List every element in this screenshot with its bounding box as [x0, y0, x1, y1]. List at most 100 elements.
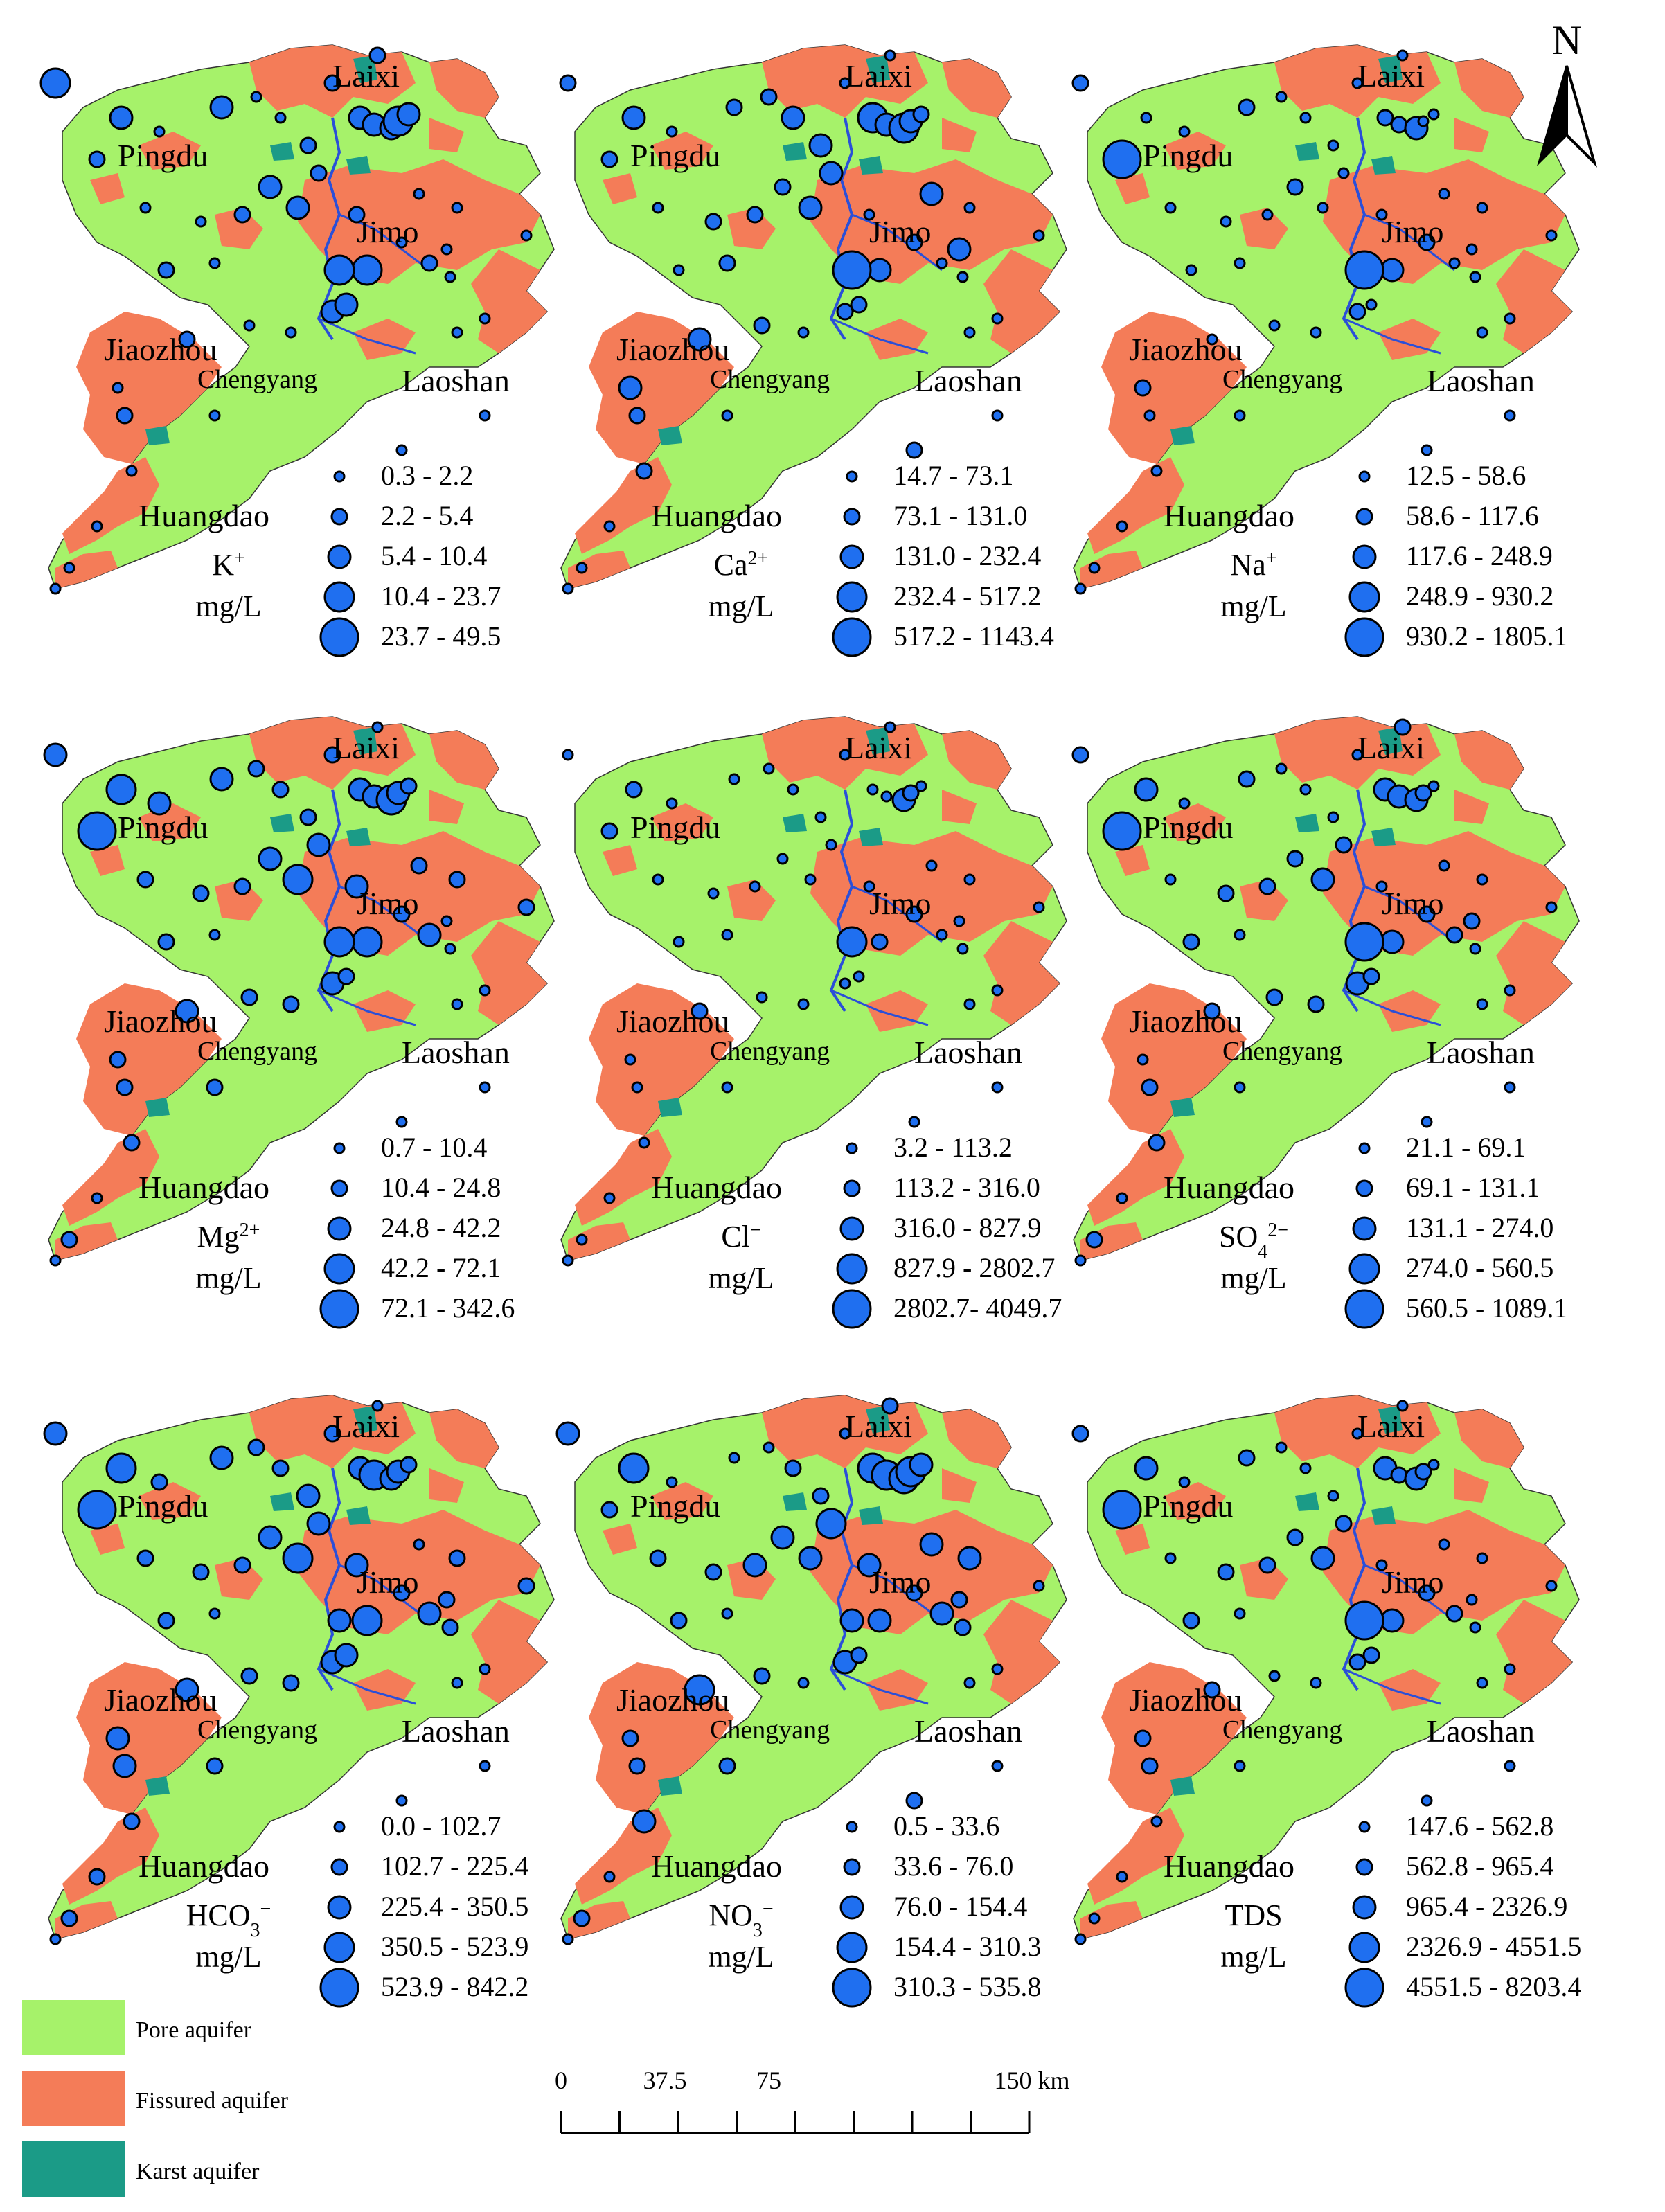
- sample-point: [905, 1584, 923, 1602]
- legend-symbol-class-3: [839, 1895, 864, 1920]
- sample-point: [1445, 1605, 1463, 1623]
- sample-point: [271, 781, 290, 799]
- sample-point: [963, 998, 976, 1010]
- ion-label: Mg2+: [197, 1220, 260, 1254]
- unit-label: mg/L: [708, 589, 774, 623]
- legend-symbol-class-1: [333, 1142, 346, 1154]
- unit-label: mg/L: [1220, 589, 1286, 623]
- sample-point: [963, 1677, 976, 1689]
- sample-point: [440, 915, 453, 927]
- sample-point: [43, 742, 68, 767]
- sample-point: [1390, 116, 1408, 134]
- sample-point: [1418, 905, 1436, 923]
- sample-point: [991, 312, 1004, 325]
- sample-point: [603, 1192, 616, 1204]
- legend-symbol-class-4: [836, 1932, 868, 1963]
- unit-label: mg/L: [195, 1261, 261, 1295]
- sample-point: [1351, 749, 1364, 761]
- ion-label: Cl−: [721, 1220, 760, 1254]
- sample-point: [157, 261, 175, 279]
- sample-point: [1134, 1729, 1152, 1747]
- sample-point: [351, 926, 383, 958]
- sample-point: [625, 781, 643, 799]
- sample-point: [323, 74, 341, 92]
- sample-point: [233, 206, 251, 224]
- sample-point: [1261, 208, 1274, 221]
- sample-point: [136, 1549, 154, 1567]
- sample-point: [1071, 74, 1089, 92]
- ion-label: Na+: [1230, 548, 1276, 582]
- sample-point: [950, 1591, 968, 1609]
- sample-point: [116, 407, 134, 425]
- sample-point: [1275, 1441, 1288, 1454]
- city-label-laixi: Laixi: [845, 730, 912, 765]
- sample-point: [881, 1397, 899, 1415]
- sample-point: [1265, 988, 1283, 1006]
- legend-symbol-class-3: [1352, 1895, 1377, 1920]
- sample-point: [812, 1487, 830, 1505]
- sample-point: [954, 1618, 972, 1636]
- legend-range-1: 14.7 - 73.1: [893, 460, 1013, 491]
- sample-point: [753, 316, 771, 335]
- legend-symbol-class-2: [330, 1858, 348, 1876]
- sample-point: [1071, 746, 1089, 764]
- sample-point: [1140, 112, 1152, 124]
- sample-point: [393, 905, 411, 923]
- legend-symbol-class-1: [846, 1821, 858, 1833]
- city-label-laixi: Laixi: [332, 1409, 400, 1444]
- sample-point: [804, 873, 817, 886]
- sample-point: [624, 1053, 636, 1066]
- sample-point: [1504, 312, 1516, 325]
- legend-symbol-class-4: [836, 1253, 868, 1285]
- sample-point: [282, 995, 300, 1013]
- sample-point: [150, 1473, 168, 1491]
- sample-point: [1421, 444, 1433, 456]
- sample-point: [947, 237, 972, 262]
- sample-point: [1182, 1612, 1200, 1630]
- sample-point: [451, 202, 463, 214]
- sample-point: [344, 1553, 369, 1578]
- sample-point: [368, 46, 386, 64]
- sample-point: [1335, 836, 1353, 854]
- unit-label: mg/L: [708, 1940, 774, 1974]
- sample-point: [306, 832, 331, 857]
- sample-point: [479, 984, 491, 997]
- sample-point: [417, 1601, 442, 1626]
- sample-point: [105, 1726, 130, 1751]
- sample-point: [109, 1051, 127, 1069]
- sample-point: [116, 1078, 134, 1096]
- sample-point: [863, 208, 875, 221]
- sample-point: [1217, 884, 1235, 902]
- sample-point: [60, 1909, 78, 1927]
- city-label-pingdu: Pingdu: [1143, 810, 1233, 845]
- sample-point: [1134, 777, 1159, 802]
- sample-point: [618, 1452, 650, 1484]
- city-label-pingdu: Pingdu: [630, 138, 720, 173]
- sample-point: [1088, 562, 1101, 574]
- sample-point: [517, 898, 535, 916]
- sample-point: [1234, 1081, 1246, 1094]
- legend-range-2: 69.1 - 131.1: [1406, 1172, 1540, 1203]
- sample-point: [153, 125, 166, 138]
- sample-point: [393, 1584, 411, 1602]
- sample-point: [1234, 1607, 1246, 1620]
- sample-point: [1238, 1449, 1256, 1467]
- sample-point: [576, 562, 588, 574]
- sample-point: [282, 864, 314, 895]
- city-label-laixi: Laixi: [845, 1409, 912, 1444]
- sample-point: [109, 105, 134, 130]
- sample-point: [77, 811, 117, 851]
- sample-point: [728, 773, 740, 785]
- sample-point: [440, 243, 453, 256]
- legend-range-1: 0.5 - 33.6: [893, 1810, 999, 1841]
- sample-point: [871, 933, 889, 951]
- legend-range-4: 248.9 - 930.2: [1406, 580, 1553, 612]
- sample-point: [721, 1607, 733, 1620]
- sample-point: [1074, 582, 1087, 595]
- sample-point: [825, 839, 837, 851]
- sample-point: [395, 1116, 408, 1128]
- sample-point: [1476, 326, 1488, 339]
- sample-point: [728, 1452, 740, 1464]
- sample-point: [905, 441, 923, 459]
